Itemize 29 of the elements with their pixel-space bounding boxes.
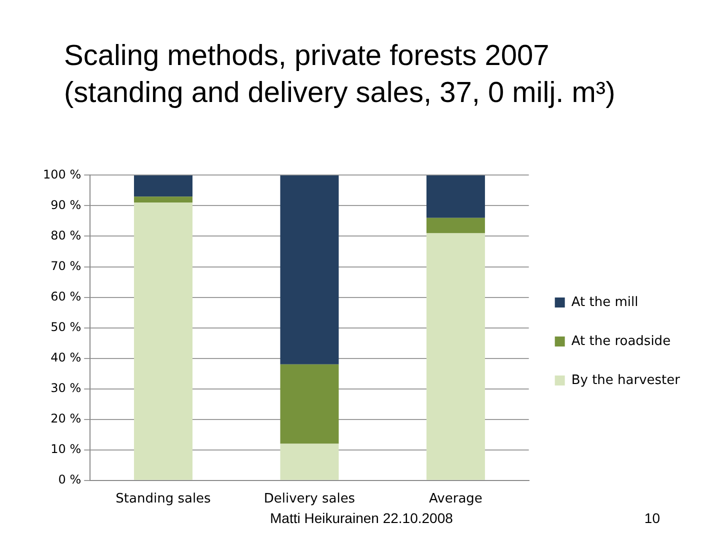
x-tick-label: Delivery sales: [264, 492, 356, 507]
y-tick-label: 20 %: [50, 411, 82, 426]
bar: [134, 175, 192, 197]
y-tick-label: 50 %: [50, 320, 82, 334]
y-tick-label: 60 %: [50, 289, 82, 304]
y-tick-label: 100 %: [42, 167, 82, 182]
x-tick-label: Standing sales: [116, 492, 212, 507]
bar: [426, 175, 485, 218]
y-tick-label: 80 %: [50, 228, 82, 242]
text: Matti Heikurainen 22.10.2008: [270, 510, 453, 526]
y-tick-label: 70 %: [50, 258, 82, 273]
bar: [426, 218, 485, 234]
bar: [134, 196, 192, 203]
y-tick-label: 40 %: [50, 350, 82, 364]
chart-title: Scaling methods, private forests 2007 (standing and delivery sales, 37, 0 milj. m³): [64, 39, 616, 111]
x-tick-label: Average: [429, 492, 482, 507]
text: 10: [644, 510, 660, 526]
bar: [426, 233, 485, 480]
bar: [280, 444, 339, 480]
y-tick-label: 90 %: [50, 198, 82, 212]
y-tick-label: 0 %: [58, 472, 82, 487]
legend-label: At the roadside: [571, 334, 671, 349]
legend-label: At the mill: [571, 294, 638, 310]
legend-label: By the harvester: [571, 372, 681, 388]
bar: [280, 175, 339, 364]
y-tick-label: 30 %: [50, 380, 82, 395]
bar: [280, 364, 339, 444]
bar: [134, 202, 192, 480]
y-tick-label: 10 %: [50, 442, 82, 456]
